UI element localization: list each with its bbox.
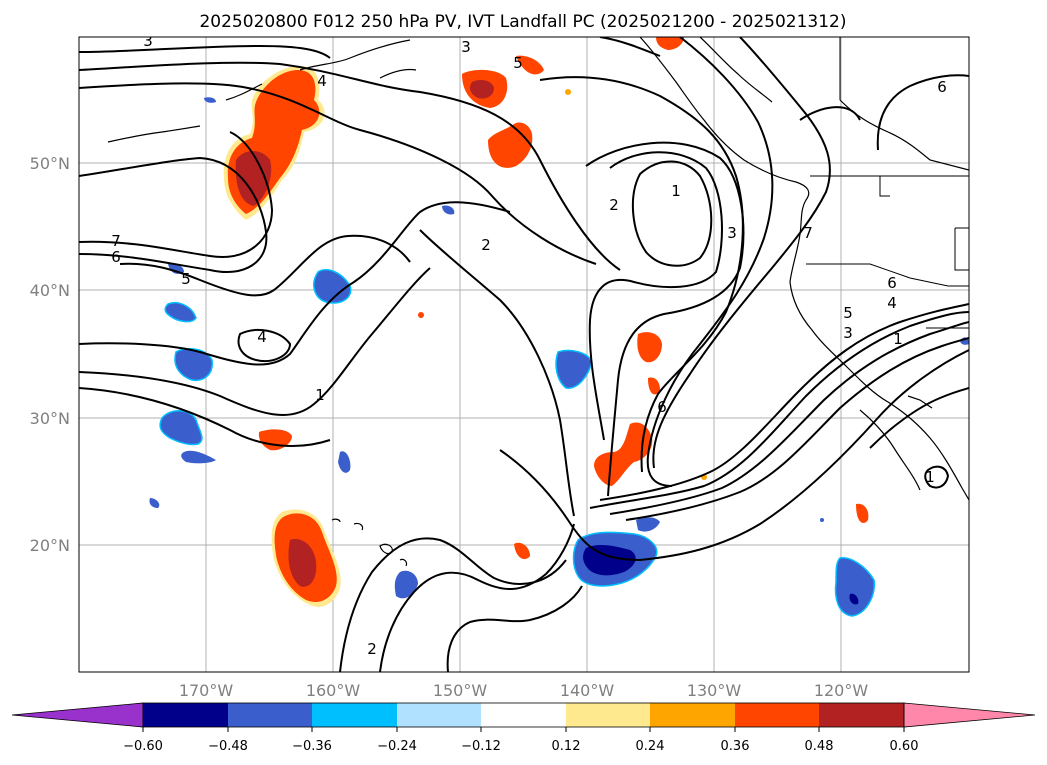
colorbar-tick-labels: −0.60 −0.48 −0.36 −0.24 −0.12 0.12 0.24 …: [123, 739, 918, 754]
longitude-labels: 170°W 160°W 150°W 140°W 130°W 120°W: [179, 681, 869, 700]
contour-label: 2: [367, 640, 377, 658]
contour-label: 2: [481, 236, 491, 254]
map-plot-area: 3 3 4 5 7 6 5 4 2 1 2 1 3 7 6 5 4 3 1 6 …: [79, 32, 969, 672]
contour-label: 4: [257, 328, 267, 346]
colorbar-tick-label: 0.12: [552, 739, 581, 754]
colorbar-tick-label: 0.24: [636, 739, 665, 754]
colorbar-segment: [397, 703, 481, 727]
colorbar-tick-label: 0.36: [721, 739, 750, 754]
colorbar-segment: [819, 703, 904, 727]
figure-title: 2025020800 F012 250 hPa PV, IVT Landfall…: [199, 12, 846, 32]
contour-labels: 3 3 4 5 7 6 5 4 2 1 2 1 3 7 6 5 4 3 1 6 …: [111, 32, 947, 658]
lat-label: 30°N: [30, 409, 70, 428]
colorbar-tick-label: 0.48: [805, 739, 834, 754]
contour-label: 3: [727, 224, 737, 242]
pv-contours: [79, 37, 969, 672]
latitude-labels: 50°N 40°N 30°N 20°N: [30, 154, 70, 555]
colorbar-ticks: [142, 727, 905, 732]
colorbar-segment: [143, 703, 228, 727]
contour-label: 3: [461, 38, 471, 56]
colorbar-segment: [481, 703, 566, 727]
negative-anomaly-blobs: [149, 97, 969, 617]
contour-label: 5: [181, 270, 191, 288]
contour-label: 6: [111, 248, 121, 266]
colorbar: −0.60 −0.48 −0.36 −0.24 −0.12 0.12 0.24 …: [11, 702, 1036, 754]
contour-label: 7: [803, 224, 813, 242]
contour-label: 3: [143, 32, 153, 50]
colorbar-tick-label: −0.24: [377, 739, 417, 754]
contour-label: 3: [843, 324, 853, 342]
contour-label: 5: [843, 304, 853, 322]
lon-label: 140°W: [560, 681, 615, 700]
contour-label: 1: [925, 468, 935, 486]
contour-label: 5: [513, 54, 523, 72]
colorbar-tick-label: −0.36: [292, 739, 332, 754]
contour-label: 4: [887, 294, 897, 312]
contour-label: 1: [671, 182, 681, 200]
contour-label: 7: [111, 232, 121, 250]
colorbar-segment: [566, 703, 650, 727]
colorbar-extend-high: [903, 702, 1036, 728]
contour-label: 1: [315, 386, 325, 404]
colorbar-tick-label: −0.12: [461, 739, 501, 754]
colorbar-extend-low: [11, 702, 144, 728]
colorbar-tick-label: 0.60: [890, 739, 919, 754]
contour-label: 6: [937, 78, 947, 96]
contour-label: 1: [893, 330, 903, 348]
colorbar-segment: [650, 703, 735, 727]
colorbar-segment: [735, 703, 819, 727]
contour-label: 4: [317, 72, 327, 90]
plot-frame: [78, 36, 970, 673]
borders: [806, 37, 969, 329]
colorbar-tick-label: −0.60: [123, 739, 163, 754]
colorbar-segment: [228, 703, 312, 727]
lat-label: 20°N: [30, 536, 70, 555]
colorbar-segment: [312, 703, 397, 727]
lon-label: 120°W: [814, 681, 869, 700]
contour-label: 6: [887, 274, 897, 292]
lat-label: 40°N: [30, 281, 70, 300]
contour-label: 6: [657, 398, 667, 416]
lon-label: 170°W: [179, 681, 234, 700]
colorbar-tick-label: −0.48: [208, 739, 248, 754]
lon-label: 150°W: [433, 681, 488, 700]
lon-label: 160°W: [306, 681, 361, 700]
lat-label: 50°N: [30, 154, 70, 173]
contour-label: 2: [609, 196, 619, 214]
lon-label: 130°W: [687, 681, 742, 700]
